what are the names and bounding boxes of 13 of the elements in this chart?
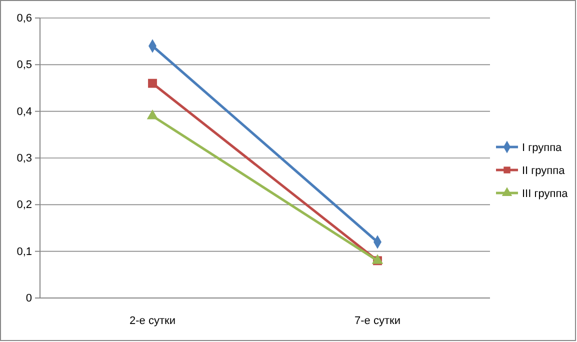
y-tick-label: 0,6: [16, 12, 32, 25]
legend-label: III группа: [522, 188, 569, 200]
y-tick-label: 0,1: [16, 246, 32, 258]
y-tick-label: 0: [26, 292, 32, 305]
legend-label: II группа: [522, 164, 566, 177]
y-tick-label: 0,2: [16, 199, 32, 212]
x-tick-label: 7-е сутки: [354, 314, 400, 327]
y-tick-label: 0,3: [16, 152, 32, 165]
legend-label: I группа: [522, 142, 563, 154]
x-tick-label: 2-е сутки: [130, 314, 176, 327]
point: [148, 78, 157, 88]
y-tick-label: 0,5: [16, 59, 32, 72]
y-tick-label: 0,4: [16, 106, 32, 118]
